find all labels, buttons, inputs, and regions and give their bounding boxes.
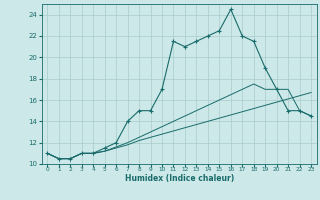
X-axis label: Humidex (Indice chaleur): Humidex (Indice chaleur) (124, 174, 234, 183)
